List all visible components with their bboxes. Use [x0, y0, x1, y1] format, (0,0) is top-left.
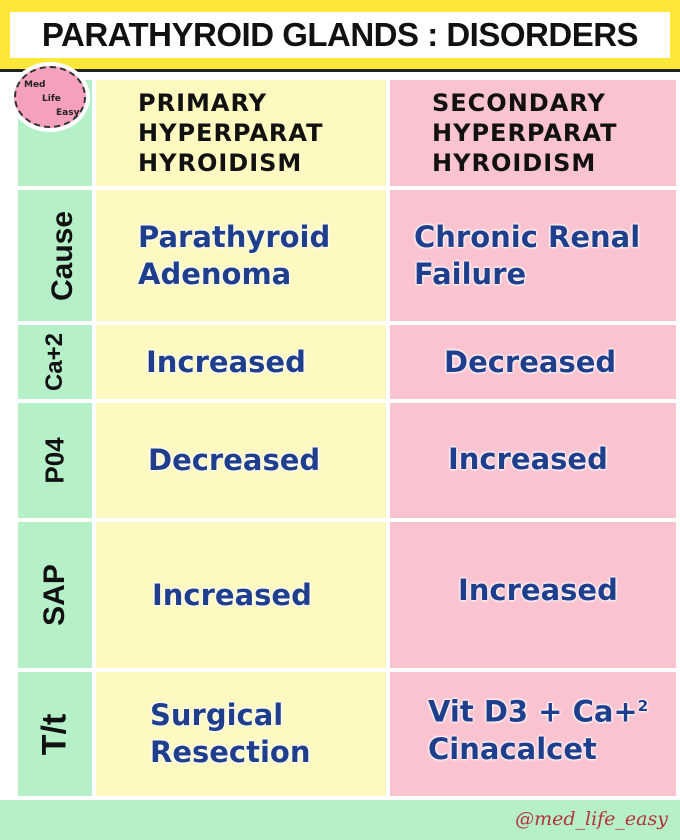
col-header-line: HYPERPARAT	[138, 119, 324, 147]
col-header-line: HYPERPARAT	[432, 119, 618, 147]
column-header-primary: PRIMARY HYPERPARAT HYROIDISM	[96, 80, 386, 186]
row-label-sap: SAP	[18, 522, 92, 668]
value-line: Failure	[414, 256, 527, 291]
cell-secondary-phosphate: Increased	[390, 403, 676, 518]
logo-text: Med	[24, 80, 46, 90]
cell-primary-cause: Parathyroid Adenoma	[96, 190, 386, 321]
row-label-phosphate: P04	[18, 403, 92, 518]
page-title: PARATHYROID GLANDS : DISORDERS	[10, 12, 670, 58]
value-line: Increased	[458, 572, 618, 607]
row-label-text: P04	[39, 437, 70, 484]
cell-secondary-treatment: Vit D3 + Ca+2 Cinacalcet	[390, 672, 676, 796]
value-line: Surgical	[150, 698, 284, 732]
row-label-cause: Cause	[18, 190, 92, 321]
value-line: Parathyroid	[138, 219, 331, 254]
cell-primary-calcium: Increased	[96, 325, 386, 399]
col-header-line: HYROIDISM	[432, 149, 597, 177]
superscript: 2	[637, 697, 649, 716]
cell-primary-sap: Increased	[96, 522, 386, 668]
value-line: Vit D3 + Ca+	[428, 694, 638, 729]
row-label-treatment: T/t	[18, 672, 92, 796]
column-header-secondary: SECONDARY HYPERPARAT HYROIDISM	[390, 80, 676, 186]
value-line: Decreased	[148, 443, 321, 477]
value-line: Adenoma	[138, 256, 292, 291]
row-label-calcium: Ca+2	[18, 325, 92, 399]
value-line: Cinacalcet	[428, 731, 597, 766]
row-label-text: Cause	[46, 210, 80, 301]
row-label-text: SAP	[38, 564, 71, 626]
value-line: Decreased	[444, 344, 617, 379]
value-line: Resection	[150, 735, 311, 769]
footer: @med_life_easy	[0, 800, 680, 840]
value-line: Chronic Renal	[414, 219, 641, 254]
value-line: Increased	[152, 577, 312, 612]
social-handle: @med_life_easy	[515, 808, 668, 830]
col-header-line: PRIMARY	[138, 89, 268, 117]
cell-primary-treatment: Surgical Resection	[96, 672, 386, 796]
header-band: PARATHYROID GLANDS : DISORDERS	[0, 0, 680, 72]
cell-secondary-sap: Increased	[390, 522, 676, 668]
logo-text: Life	[42, 94, 61, 104]
row-label-text: T/t	[35, 713, 74, 755]
col-header-line: HYROIDISM	[138, 149, 303, 177]
value-line: Increased	[448, 442, 608, 476]
logo-text: Easy	[56, 108, 80, 118]
cell-secondary-calcium: Decreased	[390, 325, 676, 399]
value-line: Increased	[146, 344, 306, 379]
row-label-text: Ca+2	[40, 332, 68, 392]
col-header-line: SECONDARY	[432, 89, 606, 117]
logo: Med Life Easy	[14, 66, 86, 128]
cell-primary-phosphate: Decreased	[96, 403, 386, 518]
cell-secondary-cause: Chronic Renal Failure	[390, 190, 676, 321]
